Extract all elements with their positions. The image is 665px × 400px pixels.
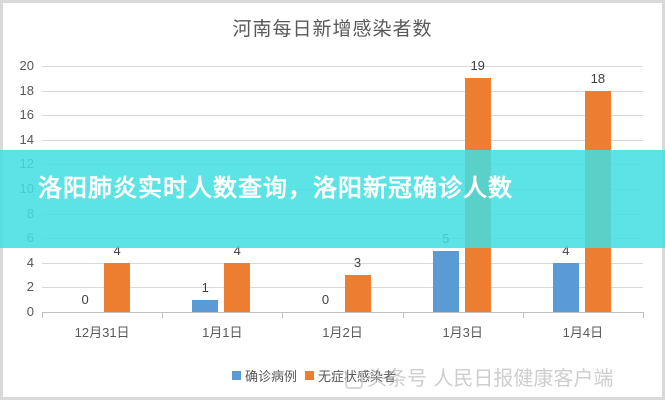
- y-tick-label: 14: [19, 131, 34, 147]
- x-tick-label: 1月1日: [202, 325, 243, 340]
- data-label: 1: [201, 279, 209, 295]
- gridline: [42, 66, 643, 67]
- gridline: [42, 139, 643, 141]
- y-tick-label: 16: [19, 107, 34, 123]
- bar-confirmed: [192, 299, 219, 312]
- legend-swatch-asymptomatic: [305, 371, 315, 380]
- x-tick-mark: [643, 312, 644, 318]
- x-tick-mark: [42, 312, 43, 318]
- headline-text: 洛阳肺炎实时人数查询，洛阳新冠确诊人数: [38, 174, 513, 202]
- data-label: 4: [113, 242, 121, 258]
- data-label: 19: [470, 58, 485, 74]
- x-tick-mark: [282, 312, 284, 318]
- x-tick-label: 1月3日: [442, 325, 483, 340]
- y-tick-label: 4: [26, 254, 34, 270]
- bar-confirmed: [432, 250, 459, 312]
- bar-confirmed: [552, 262, 579, 312]
- bar-asymptomatic: [224, 262, 251, 312]
- watermark: 头条号 人民日报健康客户端: [345, 362, 613, 391]
- y-tick-label: 0: [26, 304, 34, 319]
- data-label: 18: [590, 70, 606, 86]
- gridline: [42, 90, 643, 92]
- data-label: 4: [233, 242, 241, 258]
- x-tick-mark: [162, 312, 164, 318]
- x-axis-line: [42, 312, 643, 313]
- y-tick-label: 20: [19, 58, 34, 73]
- data-label: 3: [353, 255, 362, 271]
- watermark-text: 头条号 人民日报健康客户端: [367, 366, 614, 390]
- chart-title: 河南每日新增感染者数: [232, 18, 433, 40]
- data-label: 4: [562, 242, 570, 258]
- bar-asymptomatic: [344, 275, 371, 312]
- gridline: [42, 262, 643, 264]
- bar-asymptomatic: [104, 262, 131, 312]
- data-label: 0: [321, 292, 330, 307]
- y-tick-label: 2: [26, 279, 34, 295]
- x-tick-mark: [522, 312, 524, 318]
- y-tick-label: 18: [19, 82, 34, 98]
- watermark-logo-icon: [345, 370, 363, 389]
- data-label: 0: [81, 292, 89, 307]
- headline-banner: [0, 150, 665, 248]
- x-tick-mark: [402, 312, 404, 318]
- gridline: [42, 287, 643, 289]
- x-tick-label: 1月2日: [322, 325, 363, 340]
- gridline: [42, 115, 643, 117]
- x-tick-label: 1月4日: [562, 325, 604, 340]
- legend-label-asymptomatic: 无症状感染者: [318, 370, 397, 385]
- x-tick-label: 12月31日: [74, 325, 130, 340]
- legend-label-confirmed: 确诊病例: [245, 370, 298, 385]
- legend-swatch-confirmed: [232, 371, 241, 380]
- chart-legend: 确诊病例 无症状感染者: [232, 366, 396, 385]
